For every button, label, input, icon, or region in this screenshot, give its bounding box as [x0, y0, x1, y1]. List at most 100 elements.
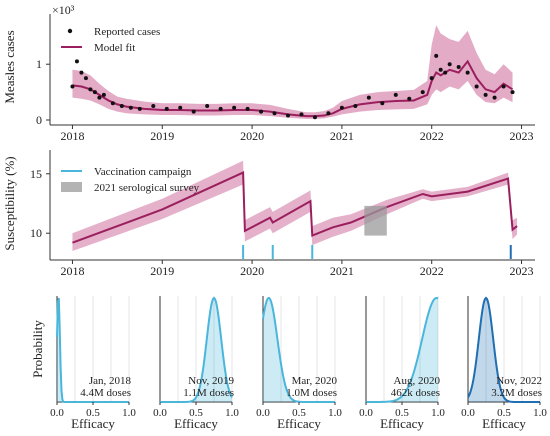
reported-case-point [447, 62, 452, 67]
campaign-doses-label: 462k doses [391, 387, 440, 399]
reported-case-point [438, 67, 443, 72]
reported-case-point [380, 101, 385, 106]
reported-case-point [312, 115, 317, 120]
campaign-doses-label: 1.1M doses [183, 387, 234, 399]
susceptibility-x-tick-label: 2023 [510, 264, 534, 278]
efficacy-x-tick-label: 0.0 [256, 407, 270, 419]
reported-case-point [434, 53, 439, 58]
efficacy-x-axis-label: Efficacy [174, 416, 218, 431]
reported-case-point [366, 95, 371, 100]
efficacy-y-axis-label: Probability [30, 320, 45, 378]
susceptibility-model-fit-line [72, 171, 518, 244]
efficacy-x-tick-label: 0.5 [497, 407, 511, 419]
campaign-date-label: Jan, 2018 [89, 375, 132, 387]
efficacy-x-tick-label: 0.0 [461, 407, 475, 419]
susceptibility-y-axis-label: Susceptibility (%) [2, 156, 17, 250]
reported-case-point [259, 109, 264, 114]
campaign-date-label: Aug, 2020 [394, 375, 441, 387]
campaign-date-label: Nov, 2019 [188, 375, 234, 387]
reported-case-point [83, 76, 88, 81]
efficacy-density-curve [467, 296, 540, 403]
efficacy-density-fill [468, 298, 540, 402]
reported-case-point [70, 84, 75, 89]
cases-uncertainty-band [72, 25, 513, 119]
reported-case-point [110, 101, 115, 106]
campaign-doses-label: 3.2M doses [491, 387, 542, 399]
efficacy-x-tick-label: 0.5 [395, 407, 409, 419]
legend-model-fit-label: Model fit [94, 42, 135, 54]
reported-case-point [191, 109, 196, 114]
efficacy-density-curve [366, 296, 439, 403]
reported-case-point [492, 95, 497, 100]
reported-case-point [299, 112, 304, 117]
reported-case-point [232, 105, 237, 110]
reported-case-point [353, 104, 358, 109]
reported-case-point [474, 84, 479, 89]
campaign-date-label: Nov, 2022 [496, 375, 542, 387]
efficacy-x-tick-label: 0.0 [50, 407, 64, 419]
reported-case-point [164, 106, 169, 111]
reported-case-point [286, 113, 291, 118]
reported-case-point [218, 106, 223, 111]
reported-case-point [97, 95, 102, 100]
serological-survey-box [364, 205, 387, 236]
efficacy-x-axis-label: Efficacy [71, 416, 115, 431]
legend-reported-cases-label: Reported cases [94, 26, 160, 38]
efficacy-x-tick-label: 0.5 [86, 407, 100, 419]
legend-serological-survey-swatch [61, 182, 82, 192]
susceptibility-y-tick-label: 10 [30, 226, 42, 240]
reported-case-point [272, 111, 277, 116]
reported-case-point [420, 90, 425, 95]
efficacy-density-fill [160, 298, 232, 402]
reported-case-point [137, 106, 142, 111]
susceptibility-x-tick-label: 2020 [240, 264, 264, 278]
reported-case-point [245, 106, 250, 111]
cases-x-tick-label: 2019 [150, 129, 174, 143]
reported-case-point [326, 111, 331, 116]
reported-case-point [407, 96, 412, 101]
reported-case-point [510, 90, 515, 95]
susceptibility-x-tick-label: 2018 [60, 264, 84, 278]
reported-case-point [393, 92, 398, 97]
efficacy-x-tick-label: 1.0 [122, 407, 136, 419]
campaign-date-label: Mar, 2020 [292, 375, 338, 387]
reported-case-point [88, 87, 93, 92]
cases-model-fit-line [72, 59, 514, 118]
reported-case-point [151, 104, 156, 109]
efficacy-x-tick-label: 0.5 [189, 407, 203, 419]
cases-x-tick-label: 2020 [240, 129, 264, 143]
efficacy-x-tick-label: 1.0 [225, 407, 239, 419]
efficacy-x-tick-label: 0.0 [359, 407, 373, 419]
cases-x-tick-label: 2021 [330, 129, 354, 143]
reported-case-point [79, 70, 84, 75]
legend-serological-survey-label: 2021 serological survey [94, 182, 200, 194]
reported-case-point [74, 59, 79, 64]
efficacy-x-tick-label: 0.0 [153, 407, 167, 419]
campaign-doses-label: 4.4M doses [80, 387, 131, 399]
reported-case-point [92, 90, 97, 95]
efficacy-density-curve [160, 296, 233, 403]
cases-x-tick-label: 2022 [420, 129, 444, 143]
efficacy-x-axis-label: Efficacy [482, 416, 526, 431]
efficacy-density-fill [263, 298, 335, 402]
reported-case-point [465, 70, 470, 75]
efficacy-density-curve [262, 296, 335, 403]
efficacy-x-tick-label: 1.0 [328, 407, 342, 419]
reported-case-point [456, 65, 461, 69]
cases-y-scale-label: ×10³ [52, 3, 75, 17]
reported-case-point [101, 92, 106, 97]
cases-y-axis-label: Measles cases [2, 30, 17, 103]
reported-case-point [429, 76, 434, 81]
susceptibility-x-tick-label: 2022 [420, 264, 444, 278]
efficacy-x-axis-label: Efficacy [277, 416, 321, 431]
reported-case-point [339, 105, 344, 110]
reported-case-point [443, 70, 448, 75]
cases-y-tick-label: 0 [36, 113, 42, 127]
susceptibility-x-tick-label: 2019 [150, 264, 174, 278]
reported-case-point [501, 84, 506, 89]
reported-case-point [128, 105, 133, 110]
cases-x-tick-label: 2018 [60, 129, 84, 143]
reported-case-point [178, 105, 183, 110]
reported-case-point [205, 104, 210, 109]
